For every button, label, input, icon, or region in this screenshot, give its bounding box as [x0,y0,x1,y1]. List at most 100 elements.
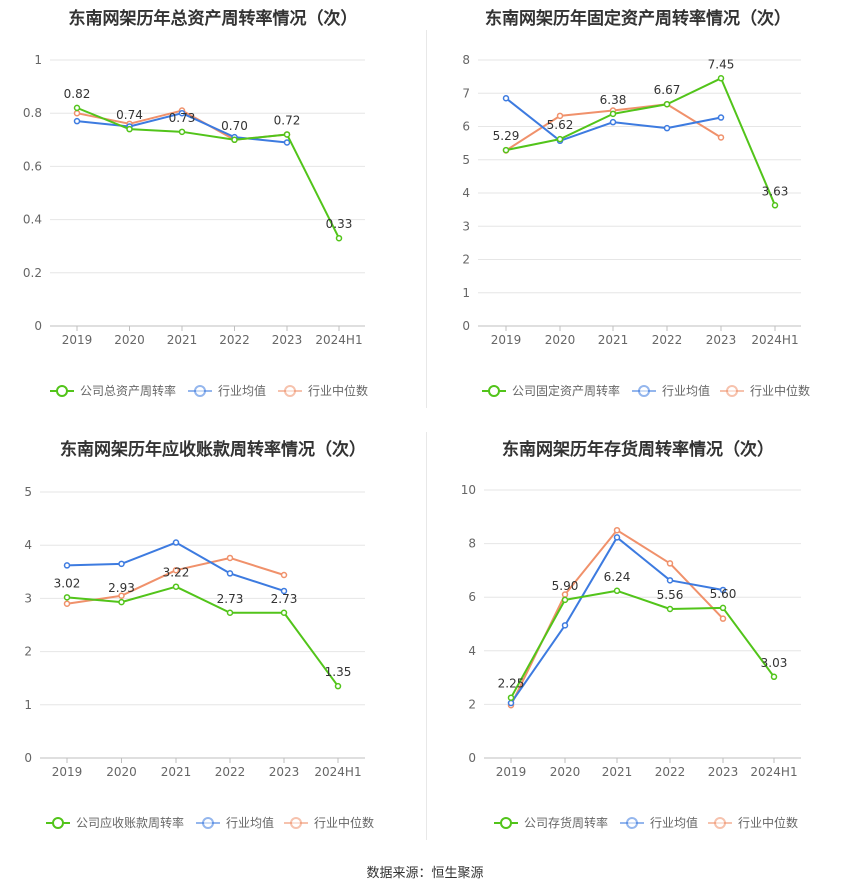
data-label: 0.72 [274,113,301,127]
line-chart: 0 0.2 0.4 0.6 0.8 1 2019 2020 2021 2022 2023 2024H1… [23,53,368,398]
data-point-company [231,136,238,144]
data-point-avg [226,570,234,577]
legend-item-company: 公司固定资产周转率 [482,383,620,398]
data-point-company [280,609,288,617]
x-tick-label: 2019 [496,765,527,779]
chart-panel-inventory-turnover: 东南网架历年存货周转率情况（次） 0 2 4 6 8 10 2019 2020 2021 2022… [426,430,850,850]
data-point-company [73,104,81,112]
data-point-company [663,100,671,108]
data-point-median [280,571,288,579]
data-label: 6.38 [600,93,627,107]
data-point-company [666,605,674,613]
data-point-avg [73,117,81,125]
data-point-avg [561,622,569,629]
data-point-median [118,592,125,599]
legend-label: 行业均值 [650,815,698,830]
y-tick-label: 1 [24,698,32,712]
y-tick-label: 10 [461,483,476,497]
data-point-company [283,131,291,138]
series-line-company [76,106,340,239]
data-source: 数据来源：恒生聚源 [366,866,484,881]
x-tick-label: 2022 [655,765,686,779]
legend-marker [638,385,650,397]
data-point-company [717,75,725,82]
data-label: 5.62 [547,118,574,132]
y-tick-label: 0.2 [23,266,42,280]
data-label: 2.93 [108,581,135,595]
data-point-avg [283,139,291,146]
data-point-company [334,682,342,690]
data-point-avg [172,539,180,546]
data-point-avg [666,577,674,584]
data-label: 1.35 [325,665,352,679]
x-tick-label: 2021 [167,333,198,347]
x-tick-label: 2019 [491,333,522,347]
x-tick-label: 2021 [602,765,633,779]
line-chart: 0 2 4 6 8 10 2019 2020 2021 2022 2023 2024H1 2.25 5.9… [461,483,801,830]
x-tick-label: 2024H1 [751,333,798,347]
series-line-avg [510,536,724,704]
data-label: 5.90 [552,579,579,593]
legend-label: 行业均值 [662,383,710,398]
x-tick-label: 2022 [652,333,683,347]
legend-marker [290,817,302,829]
x-tick-label: 2023 [708,765,739,779]
x-tick-label: 2020 [545,333,576,347]
data-label: 2.73 [271,592,298,606]
series-line-company [510,589,775,699]
data-point-avg [507,699,515,707]
x-tick-label: 2020 [114,333,145,347]
data-point-company [335,234,343,242]
data-label: 0.82 [64,87,91,101]
x-tick-label: 2024H1 [750,765,797,779]
data-label: 0.74 [116,108,143,122]
y-tick-label: 5 [462,153,470,167]
legend-item-avg: 行业均值 [632,383,710,398]
y-tick-label: 6 [462,120,470,134]
y-tick-label: 8 [468,537,476,551]
data-label: 3.02 [54,576,81,590]
line-chart: 0 1 2 3 4 5 2019 2020 2021 2022 2023 2024H1 3.02 2.93… [24,485,374,830]
series-line-median [510,529,724,706]
y-tick-label: 2 [462,253,470,267]
data-label: 0.70 [221,119,248,133]
legend-item-avg: 行业均值 [620,815,698,830]
data-point-company [770,673,778,681]
data-point-median [717,134,725,141]
legend-item-company: 公司应收账款周转率 [46,815,184,830]
y-tick-label: 4 [468,644,476,658]
panel-divider [426,432,427,840]
legend-item-median: 行业中位数 [708,815,798,830]
data-label: 6.67 [654,83,681,97]
x-tick-label: 2023 [272,333,303,347]
data-label: 3.03 [761,656,788,670]
data-point-company [502,146,510,154]
x-tick-label: 2020 [106,765,137,779]
y-tick-label: 0.4 [23,213,42,227]
data-label: 2.73 [217,592,244,606]
data-point-avg [719,586,727,594]
legend-label: 公司总资产周转率 [80,383,176,398]
series-line-company [505,77,776,206]
data-label: 0.33 [326,217,353,231]
x-tick-label: 2024H1 [315,333,362,347]
data-point-avg [663,124,671,132]
legend-marker [194,385,206,397]
y-tick-label: 4 [24,538,32,552]
y-tick-label: 2 [24,645,32,659]
x-tick-label: 2022 [215,765,246,779]
data-point-company [556,135,564,143]
x-tick-label: 2019 [52,765,83,779]
data-point-company [719,604,727,612]
chart-panel-fixed-asset-turnover: 东南网架历年固定资产周转率情况（次） 0 1 2 3 4 5 6 7 8 2019 2020 2021… [426,0,850,410]
line-chart: 0 1 2 3 4 5 6 7 8 2019 2020 2021 2022 2023 2024H1 5.29 5… [462,53,810,398]
data-point-company [63,594,71,601]
legend-item-median: 行业中位数 [278,383,368,398]
data-point-median [226,554,234,562]
legend-marker [726,385,738,397]
y-tick-label: 6 [468,590,476,604]
legend-label: 行业中位数 [750,383,810,398]
legend-marker [52,817,64,829]
legend-label: 行业均值 [218,383,266,398]
legend-marker [626,817,638,829]
